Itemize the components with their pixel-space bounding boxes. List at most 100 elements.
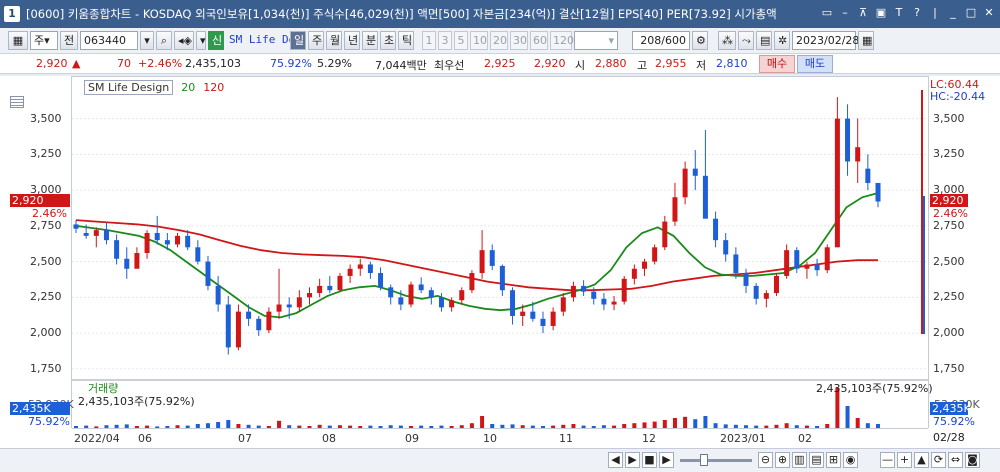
save-icon[interactable]: ▤ <box>756 31 772 50</box>
volume-bar <box>398 425 403 428</box>
pin-icon[interactable]: ⊼ <box>858 6 868 19</box>
volume-bar <box>348 425 353 428</box>
chevron-icon[interactable]: ▾ <box>196 31 206 50</box>
sell-button[interactable]: 매도 <box>797 55 833 73</box>
candle-body <box>337 275 343 291</box>
interval-60[interactable]: 60 <box>530 31 548 50</box>
date-input[interactable]: 2023/02/28 <box>792 31 859 50</box>
count-input[interactable]: 208/600 <box>632 31 690 50</box>
interval-1[interactable]: 1 <box>422 31 436 50</box>
period-tick[interactable]: 틱 <box>398 31 414 50</box>
trade-amount: 7,044백만 <box>375 59 427 72</box>
interval-10[interactable]: 10 <box>470 31 488 50</box>
play-button[interactable]: ▶ <box>659 452 674 468</box>
candle-body <box>773 275 779 294</box>
prev-button[interactable]: 전 <box>60 31 78 50</box>
trend-icon[interactable]: ⤳ <box>738 31 754 50</box>
expand-icon[interactable]: ⇔ <box>948 452 963 468</box>
chart-tools-icon[interactable]: ⁂ <box>718 31 736 50</box>
window-number-icon[interactable]: 1 <box>4 6 20 22</box>
right-axis-panel <box>928 76 1000 428</box>
legend-ma20[interactable]: 20 <box>181 81 196 94</box>
price-legend: SM Life Design 20 120 <box>84 80 225 95</box>
plus-button-icon[interactable]: + <box>897 452 912 468</box>
stop-button[interactable]: ■ <box>642 452 657 468</box>
legend-stock-name[interactable]: SM Life Design <box>84 80 174 95</box>
volume-bar <box>510 424 515 428</box>
refresh-icon[interactable]: ⟳ <box>931 452 946 468</box>
window-menu-icon[interactable]: ▭ <box>821 6 833 19</box>
speaker-icon[interactable]: ◂◈ <box>174 31 194 50</box>
zoom-in-icon[interactable]: ⊕ <box>775 452 790 468</box>
config-icon[interactable]: ✲ <box>774 31 790 50</box>
candle-body <box>398 297 404 305</box>
scroll-left-button[interactable]: ◀ <box>608 452 623 468</box>
period-month[interactable]: 월 <box>326 31 342 50</box>
grid-icon[interactable]: ▦ <box>8 31 28 50</box>
scroll-up-icon[interactable]: ▲ <box>914 452 929 468</box>
chart-menu-icon[interactable] <box>10 96 24 108</box>
legend-ma120[interactable]: 120 <box>203 81 225 94</box>
volume-bar <box>287 425 292 428</box>
interval-20[interactable]: 20 <box>490 31 508 50</box>
candle-body <box>784 250 790 276</box>
candle-body <box>479 250 485 274</box>
calendar-icon[interactable]: ▦ <box>858 31 874 50</box>
period-second[interactable]: 초 <box>380 31 396 50</box>
candle-body <box>428 290 434 298</box>
volume-bar <box>317 424 322 428</box>
zoom-handle[interactable] <box>700 454 708 466</box>
period-week[interactable]: 주 <box>308 31 324 50</box>
zoom-slider[interactable] <box>680 459 752 462</box>
volume-bar <box>480 416 485 428</box>
volume-bar <box>642 422 647 428</box>
window-title: [0600] 키움종합차트 - KOSDAQ 외국인보유[1,034(천)] 주… <box>26 7 777 21</box>
text-icon[interactable]: T <box>895 6 903 19</box>
minimize-icon[interactable]: _ <box>950 6 956 19</box>
candle-body <box>662 221 668 248</box>
search-icon[interactable]: ⌕ <box>156 31 172 50</box>
camera-icon[interactable]: ◙ <box>965 452 980 468</box>
code-dropdown-icon[interactable]: ▾ <box>140 31 154 50</box>
period-day[interactable]: 일 <box>290 31 306 50</box>
volume-bar <box>277 420 282 428</box>
volume-bar <box>216 422 221 428</box>
maximize-icon[interactable]: □ <box>965 6 977 19</box>
volume-bar <box>175 425 180 428</box>
interval-30[interactable]: 30 <box>510 31 528 50</box>
volume-bar <box>764 425 769 428</box>
price-tick-label: 2,250 <box>30 290 62 304</box>
options-icon[interactable]: ◉ <box>843 452 858 468</box>
layout-icon[interactable]: ▥ <box>792 452 807 468</box>
interval-select[interactable]: ▾ <box>574 31 618 50</box>
close-icon[interactable]: ✕ <box>984 6 994 19</box>
high-price: 2,955 <box>655 57 687 70</box>
scroll-right-button[interactable]: ▶ <box>625 452 640 468</box>
candle-body <box>845 118 851 162</box>
interval-5[interactable]: 5 <box>454 31 468 50</box>
minus-button-icon[interactable]: — <box>880 452 895 468</box>
volume-bar <box>236 424 241 428</box>
zoom-out-icon[interactable]: ⊖ <box>758 452 773 468</box>
candle-body <box>804 264 810 269</box>
help-icon[interactable]: ? <box>914 6 920 19</box>
price-tick-label: 3,250 <box>30 147 62 161</box>
settings-icon[interactable]: ⚙ <box>692 31 708 50</box>
candle-body <box>713 218 719 241</box>
candle-body <box>124 258 130 269</box>
chart-type-icon[interactable]: ▤ <box>809 452 824 468</box>
minus-icon[interactable]: – <box>842 6 848 19</box>
buy-button[interactable]: 매수 <box>759 55 795 73</box>
type-select[interactable]: 주▾ <box>30 31 58 50</box>
period-minute[interactable]: 분 <box>362 31 378 50</box>
interval-3[interactable]: 3 <box>438 31 452 50</box>
interval-120[interactable]: 120 <box>550 31 574 50</box>
stock-code-input[interactable]: 063440 <box>80 31 138 50</box>
candle-body <box>682 168 688 198</box>
frame-icon[interactable]: ▣ <box>875 6 887 19</box>
indicator-icon[interactable]: ⊞ <box>826 452 841 468</box>
volume-bar <box>337 425 342 428</box>
period-year[interactable]: 년 <box>344 31 360 50</box>
volume-bar <box>449 426 454 428</box>
candle-body <box>570 285 576 298</box>
